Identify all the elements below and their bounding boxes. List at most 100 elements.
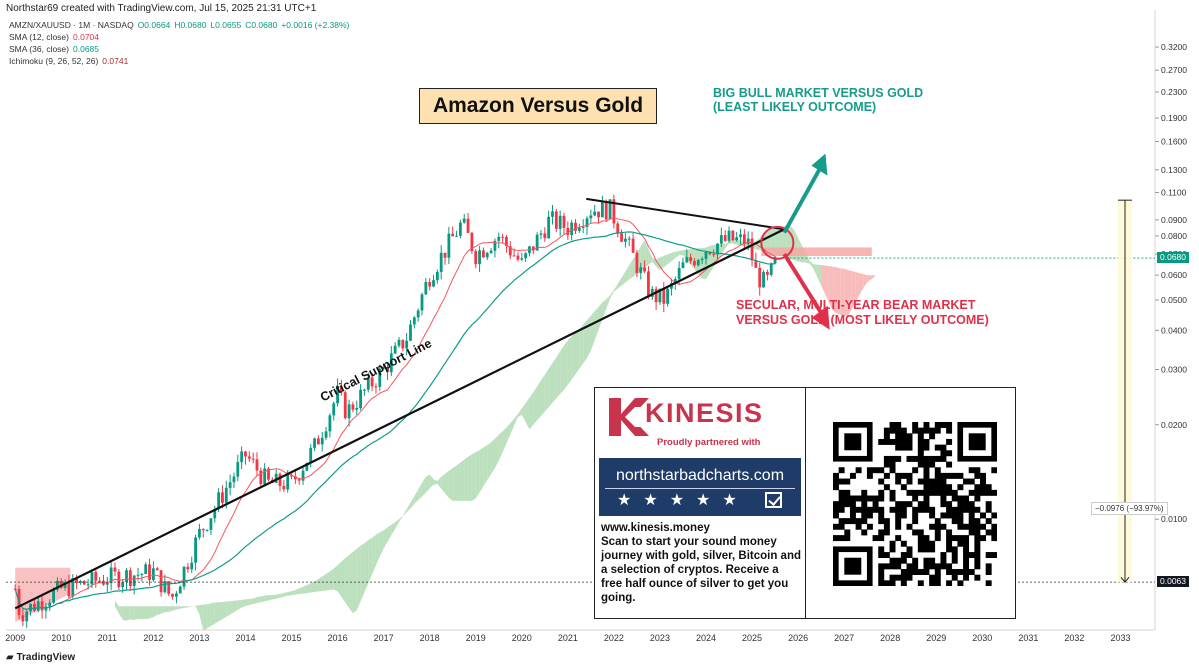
ichimoku-cloud-segment xyxy=(521,403,526,422)
ichimoku-cloud-segment xyxy=(494,434,499,468)
indicator-sma12[interactable]: SMA (12, close) 0.0704 xyxy=(9,31,349,43)
ichimoku-cloud-segment xyxy=(448,467,453,501)
qr-module xyxy=(940,422,947,428)
ichimoku-cloud-segment xyxy=(867,275,872,283)
qr-module xyxy=(833,484,839,491)
advert-panel[interactable]: KINESIS Proudly partnered with northstar… xyxy=(594,387,1016,619)
qr-module xyxy=(889,506,896,513)
candle-body xyxy=(370,377,374,387)
ichimoku-cloud-segment xyxy=(256,596,261,604)
ichimoku-cloud-segment xyxy=(222,601,227,620)
qr-module xyxy=(934,580,941,586)
candle-body xyxy=(397,339,401,346)
qr-module xyxy=(838,478,845,485)
ichimoku-cloud-segment xyxy=(537,380,541,421)
candle-body xyxy=(117,571,121,588)
qr-module xyxy=(974,574,981,581)
ichimoku-cloud-segment xyxy=(391,522,396,536)
qr-module xyxy=(895,523,902,530)
ichimoku-cloud-segment xyxy=(230,600,234,615)
candle-body xyxy=(666,288,670,304)
ichimoku-cloud-segment xyxy=(233,600,238,613)
qr-module xyxy=(917,478,924,485)
tradingview-logo-icon: ▰ xyxy=(6,652,14,663)
candle-body xyxy=(343,392,347,419)
qr-module xyxy=(951,518,958,525)
candle-body xyxy=(182,566,186,587)
qr-module xyxy=(866,512,873,519)
qr-module xyxy=(934,478,941,485)
qr-module xyxy=(872,467,879,474)
qr-module xyxy=(963,546,970,553)
qr-module xyxy=(849,495,856,502)
candle-body xyxy=(121,582,125,588)
ichimoku-cloud-segment xyxy=(579,324,584,369)
checkbox-icon xyxy=(765,492,782,508)
ichimoku-cloud-segment xyxy=(283,591,288,597)
qr-module xyxy=(855,523,862,530)
candle-body xyxy=(466,218,470,233)
candle-body xyxy=(374,386,378,388)
qr-module xyxy=(878,438,885,445)
ichimoku-cloud-segment xyxy=(272,594,277,600)
ichimoku-cloud-segment xyxy=(276,593,281,599)
candle-body xyxy=(251,458,255,460)
qr-module xyxy=(940,450,947,457)
ichimoku-cloud-segment xyxy=(824,265,829,303)
qr-module xyxy=(951,472,958,479)
ichimoku-cloud-segment xyxy=(847,269,852,316)
qr-module xyxy=(974,506,981,513)
candle-body xyxy=(151,568,155,581)
qr-module xyxy=(957,523,964,530)
ichimoku-cloud-segment xyxy=(210,602,215,627)
candle-body xyxy=(309,447,313,463)
qr-module xyxy=(923,461,930,468)
tradingview-footer[interactable]: ▰ TradingView xyxy=(6,652,75,663)
ichimoku-cloud-segment xyxy=(372,534,376,575)
candle-body xyxy=(742,234,746,245)
ichimoku-cloud-segment xyxy=(552,357,557,403)
candle-body xyxy=(570,222,574,236)
bull-arrowhead xyxy=(811,153,828,176)
qr-module xyxy=(912,512,919,519)
qr-finder-core xyxy=(844,433,862,451)
ichimoku-cloud-segment xyxy=(871,274,875,280)
ichimoku-cloud-segment xyxy=(475,449,480,499)
northstar-banner[interactable]: northstarbadcharts.com ★ ★ ★ ★ ★ xyxy=(599,458,801,516)
ichimoku-cloud-segment xyxy=(141,606,146,620)
candle-body xyxy=(109,567,113,584)
ichimoku-cloud-segment xyxy=(191,605,196,607)
qr-module xyxy=(889,455,896,462)
qr-module xyxy=(923,557,930,564)
candle-body xyxy=(581,226,585,228)
qr-module xyxy=(985,569,992,575)
ichimoku-cloud-segment xyxy=(828,265,833,311)
candle-body xyxy=(685,257,689,263)
symbol-label[interactable]: AMZN/XAUUSD · 1M · NASDAQ xyxy=(9,20,134,30)
qr-finder-core xyxy=(844,557,862,575)
qr-module xyxy=(968,523,975,530)
qr-module xyxy=(957,501,964,508)
apex-circle xyxy=(760,225,795,260)
qr-module xyxy=(906,438,913,445)
candle-body xyxy=(765,272,769,275)
indicator-ichimoku[interactable]: Ichimoku (9, 26, 52, 26) 0.0741 xyxy=(9,55,349,67)
qr-module xyxy=(957,512,964,519)
qr-module xyxy=(963,501,970,508)
indicator-sma36[interactable]: SMA (36, close) 0.0685 xyxy=(9,43,349,55)
candle-body xyxy=(562,215,566,228)
ichimoku-cloud-segment xyxy=(510,418,515,435)
qr-module xyxy=(878,563,885,570)
qr-module xyxy=(912,529,919,536)
ichimoku-cloud-segment xyxy=(544,368,549,412)
candle-body xyxy=(171,593,174,597)
qr-module xyxy=(889,461,896,468)
bull-annotation: BIG BULL MARKET VERSUS GOLD (LEAST LIKEL… xyxy=(713,86,924,114)
qr-code-icon[interactable] xyxy=(833,422,997,586)
candle-body xyxy=(244,451,247,457)
candle-body xyxy=(125,570,128,583)
qr-module xyxy=(963,506,970,513)
candle-body xyxy=(217,492,221,509)
ichimoku-cloud-segment xyxy=(625,265,630,283)
candle-body xyxy=(662,288,666,304)
